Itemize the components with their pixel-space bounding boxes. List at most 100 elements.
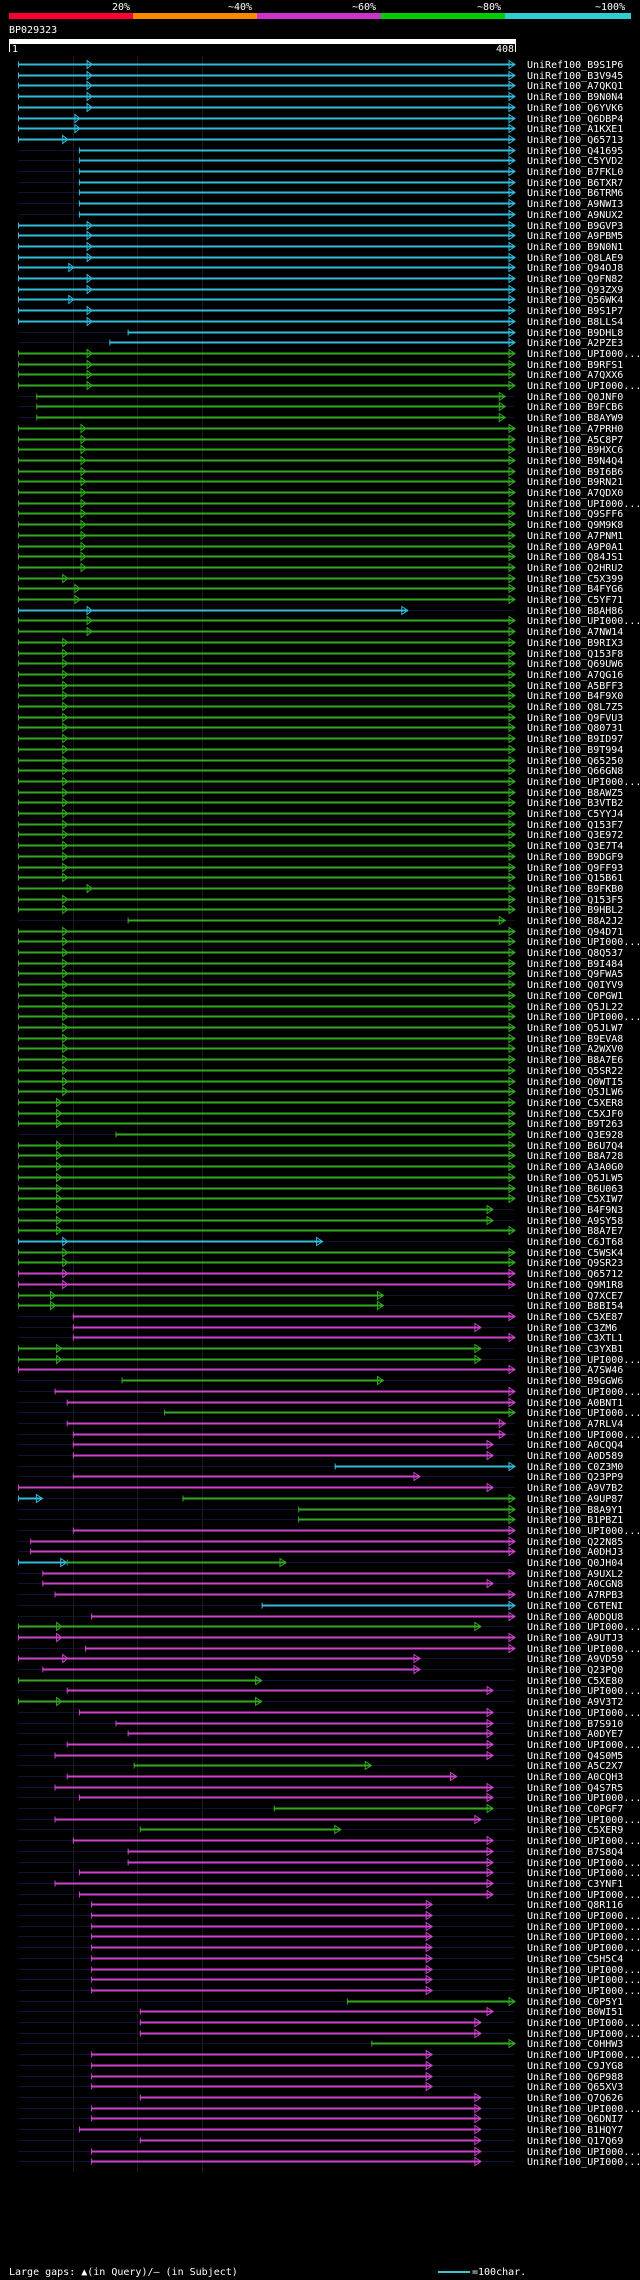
hit-label[interactable]: UniRef100_Q153F7 [527, 820, 623, 831]
hit-label[interactable]: UniRef100_UPI000... [527, 1708, 640, 1719]
hit-row[interactable]: UniRef100_Q84JS1 [18, 551, 623, 563]
hit-label[interactable]: UniRef100_C3YNF1 [527, 1879, 623, 1890]
hit-label[interactable]: UniRef100_C0Z3M0 [527, 1462, 623, 1473]
hit-label[interactable]: UniRef100_C5XIW7 [527, 1194, 623, 1205]
hit-label[interactable]: UniRef100_B9GGW6 [527, 1376, 623, 1387]
hit-row[interactable]: UniRef100_B9EVA8 [18, 1033, 623, 1045]
hit-label[interactable]: UniRef100_UPI000... [527, 381, 640, 392]
hit-row[interactable]: UniRef100_Q6DBP4 [18, 113, 623, 125]
hit-label[interactable]: UniRef100_UPI000... [527, 937, 640, 948]
hit-row[interactable]: UniRef100_UPI000... [78, 1867, 640, 1879]
hit-row[interactable]: UniRef100_UPI000... [91, 1942, 640, 1954]
hit-label[interactable]: UniRef100_B9DHL8 [527, 328, 623, 339]
hit-label[interactable]: UniRef100_A7PRH0 [527, 424, 623, 435]
hit-label[interactable]: UniRef100_B9FKB0 [527, 884, 623, 895]
hit-row[interactable]: UniRef100_C3XTL1 [72, 1332, 624, 1344]
hit-label[interactable]: UniRef100_A0DYE7 [527, 1729, 623, 1740]
hit-row[interactable]: UniRef100_Q8L7Z5 [18, 701, 623, 713]
hit-row[interactable]: UniRef100_UPI000... [78, 1792, 640, 1804]
hit-label[interactable]: UniRef100_A9VD59 [527, 1654, 623, 1665]
hit-label[interactable]: UniRef100_A2WXV0 [527, 1044, 623, 1055]
hit-label[interactable]: UniRef100_UPI000... [527, 2104, 640, 2115]
hit-row[interactable]: UniRef100_Q9M9K8 [18, 519, 623, 531]
hit-label[interactable]: UniRef100_UPI000... [527, 1387, 640, 1398]
hit-row[interactable]: UniRef100_A2WXV0 [18, 1043, 623, 1055]
hit-label[interactable]: UniRef100_C5YYJ4 [527, 809, 623, 820]
hit-label[interactable]: UniRef100_Q80731 [527, 723, 623, 734]
hit-label[interactable]: UniRef100_UPI000... [527, 1355, 640, 1366]
hit-row[interactable]: UniRef100_B9GGW6 [121, 1375, 624, 1387]
hit-label[interactable]: UniRef100_A7QXX6 [527, 370, 623, 381]
hit-label[interactable]: UniRef100_UPI000... [527, 1644, 640, 1655]
hit-label[interactable]: UniRef100_A9NWI3 [527, 199, 623, 210]
hit-label[interactable]: UniRef100_B7S8Q4 [527, 1847, 623, 1858]
hit-label[interactable]: UniRef100_B0WI51 [527, 2007, 623, 2018]
hit-row[interactable]: UniRef100_C0PGF7 [273, 1803, 624, 1815]
hit-label[interactable]: UniRef100_Q56WK4 [527, 295, 623, 306]
hit-label[interactable]: UniRef100_A5C8P7 [527, 435, 623, 446]
hit-row[interactable]: UniRef100_Q65713 [18, 134, 623, 146]
hit-row[interactable]: UniRef100_UPI000... [18, 1621, 640, 1633]
hit-row[interactable]: UniRef100_B9S1P6 [18, 59, 623, 71]
hit-label[interactable]: UniRef100_Q66GN8 [527, 766, 623, 777]
hit-row[interactable]: UniRef100_A7QXX6 [18, 369, 623, 381]
hit-label[interactable]: UniRef100_UPI000... [527, 1430, 640, 1441]
hit-row[interactable]: UniRef100_B0WI51 [139, 2006, 624, 2018]
hit-label[interactable]: UniRef100_B9ID97 [527, 734, 623, 745]
hit-row[interactable]: UniRef100_A7SW46 [18, 1364, 623, 1376]
hit-row[interactable]: UniRef100_B9N0N4 [18, 91, 623, 103]
hit-row[interactable]: UniRef100_B9FCB6 [36, 401, 623, 413]
hit-label[interactable]: UniRef100_A7RLV4 [527, 1419, 623, 1430]
hit-row[interactable]: UniRef100_B8LLS4 [18, 316, 623, 328]
hit-row[interactable]: UniRef100_Q23PP9 [72, 1471, 624, 1483]
hit-row[interactable]: UniRef100_A9UXL2 [42, 1568, 623, 1580]
hit-label[interactable]: UniRef100_Q9FN82 [527, 274, 623, 285]
hit-label[interactable]: UniRef100_B1HQY7 [527, 2125, 623, 2136]
hit-label[interactable]: UniRef100_C5XE80 [527, 1676, 623, 1687]
hit-row[interactable]: UniRef100_UPI000... [54, 1814, 640, 1826]
hit-label[interactable]: UniRef100_C5XER8 [527, 1098, 623, 1109]
hit-row[interactable]: UniRef100_C9JYG8 [91, 2060, 623, 2072]
hit-label[interactable]: UniRef100_A0D589 [527, 1451, 623, 1462]
hit-label[interactable]: UniRef100_Q5SR22 [527, 1066, 623, 1077]
hit-label[interactable]: UniRef100_Q3E972 [527, 830, 623, 841]
hit-label[interactable]: UniRef100_B9DGF9 [527, 852, 623, 863]
hit-label[interactable]: UniRef100_UPI000... [527, 1975, 640, 1986]
hit-row[interactable]: UniRef100_B9HBL2 [18, 904, 623, 916]
hit-label[interactable]: UniRef100_UPI000... [527, 1740, 640, 1751]
hit-label[interactable]: UniRef100_C5YF71 [527, 595, 623, 606]
hit-row[interactable]: UniRef100_Q3E972 [18, 829, 623, 841]
hit-row[interactable]: UniRef100_UPI000... [91, 1931, 640, 1943]
hit-row[interactable]: UniRef100_Q17Q69 [139, 2135, 624, 2147]
hit-label[interactable]: UniRef100_UPI000... [527, 1922, 640, 1933]
hit-label[interactable]: UniRef100_UPI000... [527, 2157, 640, 2168]
hit-label[interactable]: UniRef100_Q9M9K8 [527, 520, 623, 531]
hit-row[interactable]: UniRef100_UPI000... [18, 498, 640, 510]
hit-row[interactable]: UniRef100_UPI000... [91, 1921, 640, 1933]
hit-row[interactable]: UniRef100_UPI000... [18, 615, 640, 627]
hit-row[interactable]: UniRef100_UPI000... [91, 2156, 640, 2168]
hit-row[interactable]: UniRef100_C0P5Y1 [346, 1996, 623, 2008]
hit-row[interactable]: UniRef100_UPI000... [18, 776, 640, 788]
hit-row[interactable]: UniRef100_Q66GN8 [18, 765, 623, 777]
hit-label[interactable]: UniRef100_B9EVA8 [527, 1034, 623, 1045]
hit-label[interactable]: UniRef100_A1KXE1 [527, 124, 623, 135]
hit-label[interactable]: UniRef100_UPI000... [527, 2018, 640, 2029]
hit-row[interactable]: UniRef100_Q5SR22 [18, 1065, 623, 1077]
hit-row[interactable]: UniRef100_B8AYW9 [36, 412, 623, 424]
hit-label[interactable]: UniRef100_B6TRM6 [527, 188, 623, 199]
hit-row[interactable]: UniRef100_Q9FVU3 [18, 712, 623, 724]
hit-label[interactable]: UniRef100_B4F9N3 [527, 1205, 623, 1216]
hit-row[interactable]: UniRef100_UPI000... [91, 1910, 640, 1922]
hit-label[interactable]: UniRef100_UPI000... [527, 1622, 640, 1633]
hit-label[interactable]: UniRef100_Q153F8 [527, 649, 623, 660]
hit-label[interactable]: UniRef100_C5XJF0 [527, 1109, 623, 1120]
hit-row[interactable]: UniRef100_UPI000... [139, 2017, 640, 2029]
hit-row[interactable]: UniRef100_B8A9Y1 [298, 1504, 623, 1516]
hit-row[interactable]: UniRef100_B8A7E6 [18, 1054, 623, 1066]
hit-row[interactable]: UniRef100_B9T263 [18, 1118, 623, 1130]
hit-row[interactable]: UniRef100_Q69UW6 [18, 658, 623, 670]
hit-label[interactable]: UniRef100_Q9M1R8 [527, 1280, 623, 1291]
hit-label[interactable]: UniRef100_B3VTB2 [527, 798, 623, 809]
hit-row[interactable]: UniRef100_Q7Q626 [139, 2092, 624, 2104]
